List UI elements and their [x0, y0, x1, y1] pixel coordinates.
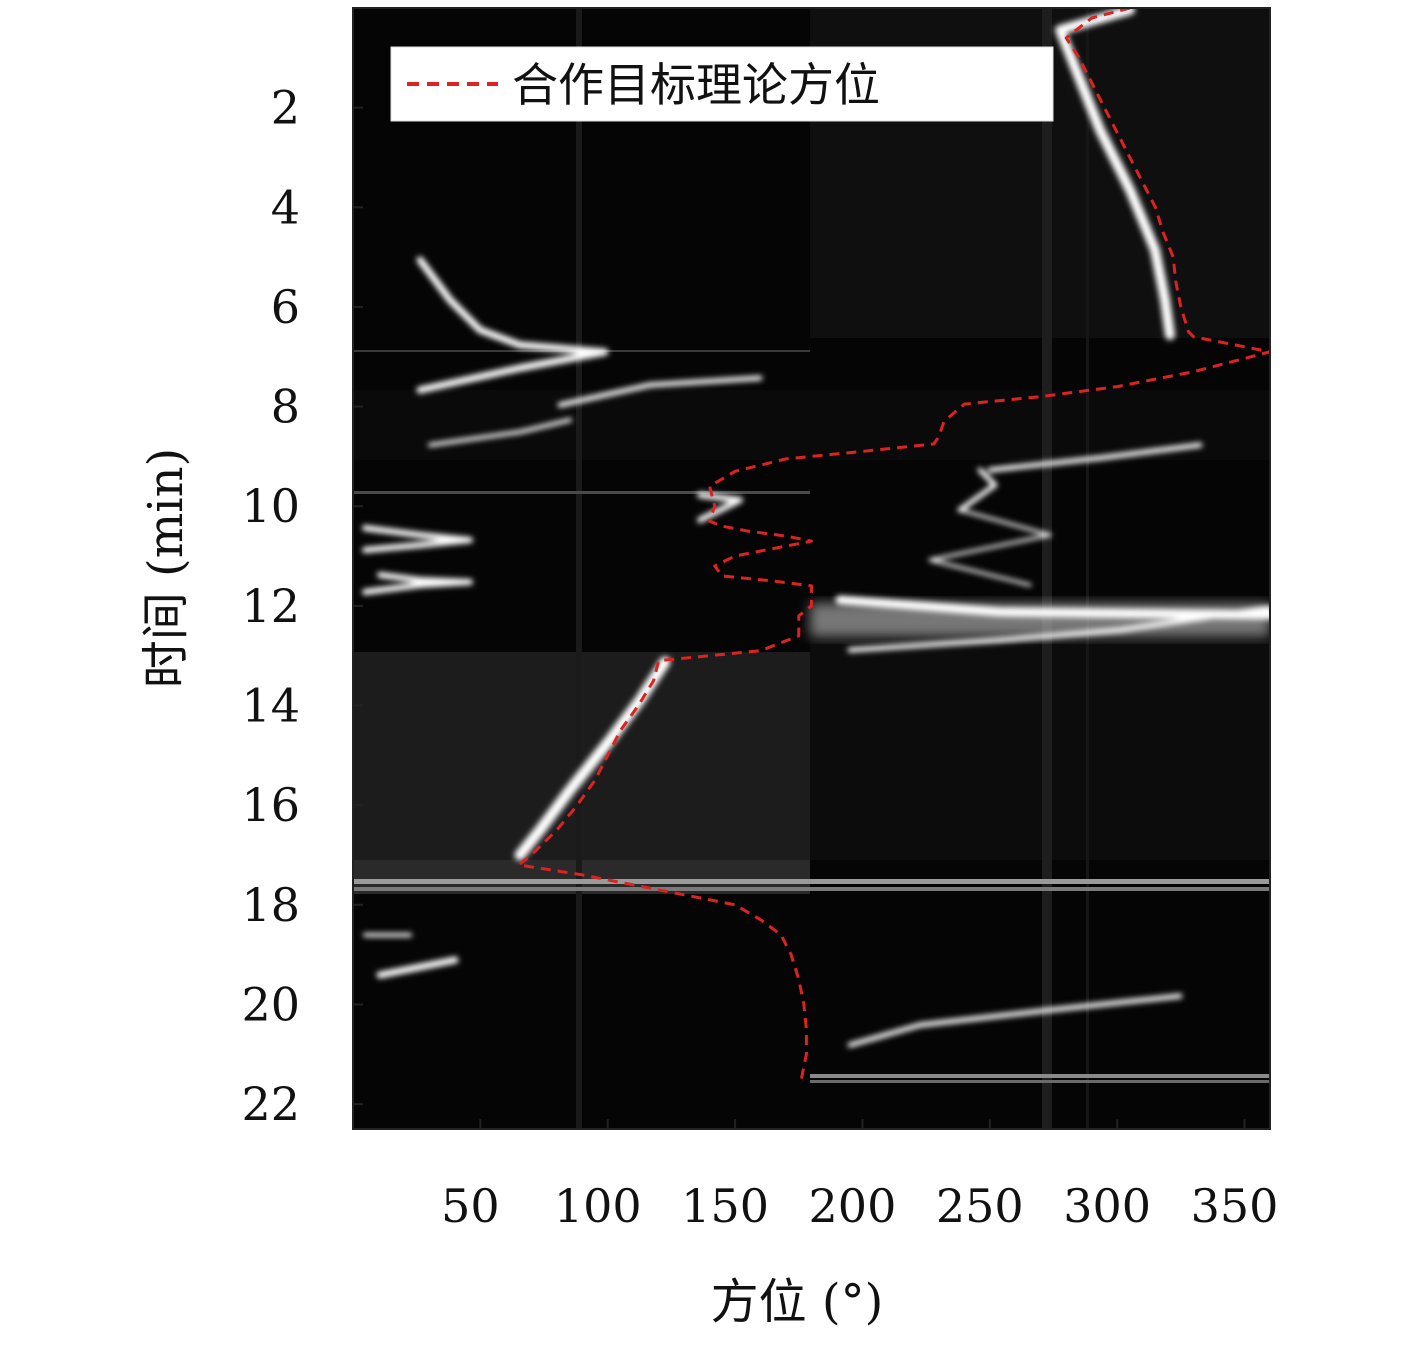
y-tick-label: 8	[271, 380, 300, 434]
x-tick-label: 50	[441, 1179, 500, 1233]
legend-box	[390, 46, 1054, 122]
series-line-theoretical-bearing	[517, 8, 1270, 1080]
y-tick-label: 12	[241, 579, 300, 633]
x-tick-label: 350	[1191, 1179, 1279, 1233]
x-tick-label: 150	[681, 1179, 769, 1233]
plot-frame	[352, 7, 1271, 1130]
y-tick-label: 14	[241, 679, 300, 733]
y-tick-label: 4	[271, 180, 300, 234]
x-tick-label: 250	[936, 1179, 1024, 1233]
x-tick-label: 200	[809, 1179, 897, 1233]
y-axis-label: 时间 (min)	[138, 448, 194, 689]
y-tick-label: 22	[241, 1077, 300, 1131]
y-tick-label: 6	[271, 280, 300, 334]
y-tick-label: 16	[241, 778, 300, 832]
y-tick-label: 2	[271, 81, 300, 135]
y-tick-label: 20	[241, 977, 300, 1031]
x-axis-label: 方位 (°)	[711, 1274, 884, 1330]
heatmap-image	[353, 8, 1270, 1129]
y-tick-label: 18	[241, 878, 300, 932]
legend-entry-label: 合作目标理论方位	[512, 58, 880, 112]
x-tick-label: 300	[1063, 1179, 1151, 1233]
legend: 合作目标理论方位	[390, 46, 1054, 122]
y-tick-label: 10	[241, 479, 300, 533]
x-tick-label: 100	[554, 1179, 642, 1233]
